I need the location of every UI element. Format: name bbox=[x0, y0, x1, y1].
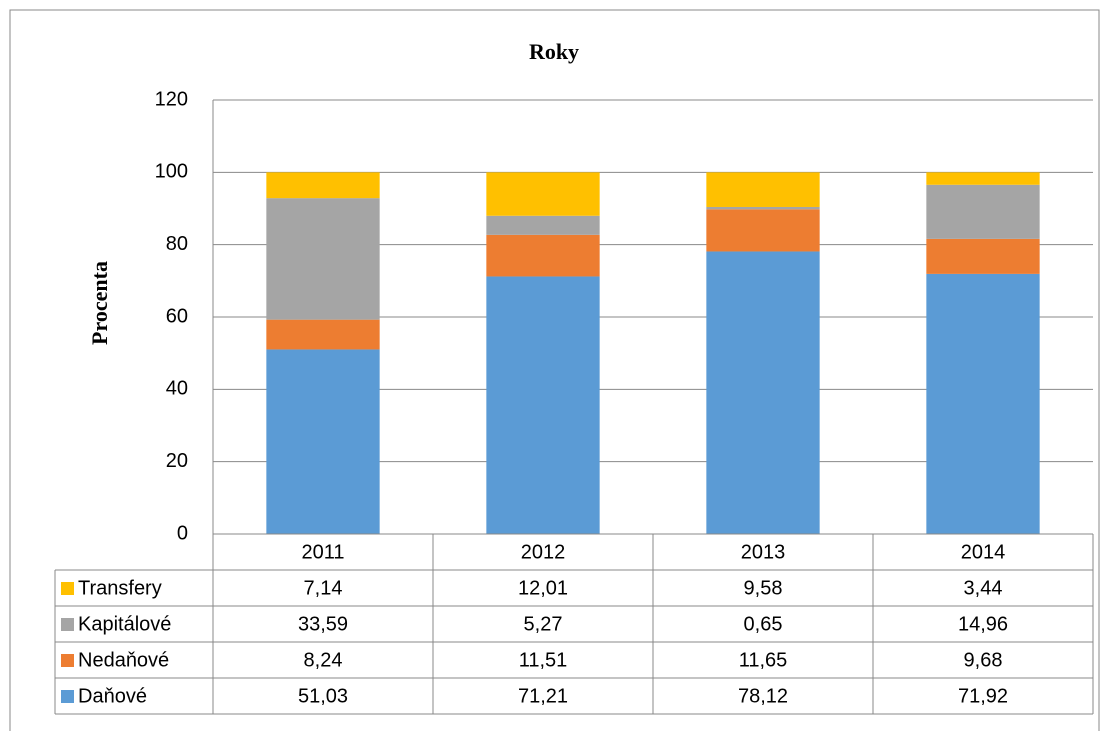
bar-segment bbox=[266, 319, 380, 350]
y-tick-label: 120 bbox=[155, 88, 188, 110]
data-label: 8,24 bbox=[304, 649, 343, 671]
y-tick-label: 20 bbox=[166, 450, 188, 472]
y-tick-label: 100 bbox=[155, 161, 188, 183]
y-tick-label: 60 bbox=[166, 305, 188, 327]
bar-segment bbox=[486, 276, 600, 534]
bar-segment bbox=[706, 209, 820, 252]
bar-segment bbox=[706, 206, 820, 210]
legend-swatch bbox=[61, 582, 74, 595]
bar-segment bbox=[926, 172, 1040, 185]
bar-segment bbox=[926, 273, 1040, 534]
bar-segment bbox=[266, 349, 380, 534]
bar-segment bbox=[926, 238, 1040, 274]
data-label: 11,65 bbox=[739, 649, 788, 671]
y-axis-label: Procenta bbox=[87, 261, 112, 345]
data-label: 14,96 bbox=[958, 613, 1008, 635]
x-tick-label: 2013 bbox=[741, 541, 786, 563]
data-label: 71,92 bbox=[958, 685, 1008, 707]
bar-segment bbox=[266, 198, 380, 320]
chart-frame bbox=[9, 9, 1100, 731]
bar-segment bbox=[266, 172, 380, 199]
legend-label: Nedaňové bbox=[78, 649, 169, 671]
legend-swatch bbox=[61, 654, 74, 667]
bar-segment bbox=[706, 172, 820, 207]
legend-swatch bbox=[61, 618, 74, 631]
bar-segment bbox=[486, 172, 600, 216]
data-label: 9,68 bbox=[964, 649, 1003, 671]
legend-label: Kapitálové bbox=[78, 613, 171, 635]
data-label: 71,21 bbox=[518, 685, 568, 707]
bar-segment bbox=[706, 251, 820, 534]
data-label: 12,01 bbox=[518, 577, 568, 599]
y-tick-label: 0 bbox=[177, 522, 188, 544]
data-label: 7,14 bbox=[304, 577, 343, 599]
x-tick-label: 2011 bbox=[301, 541, 344, 563]
bar-segment bbox=[486, 234, 600, 277]
x-tick-label: 2012 bbox=[521, 541, 566, 563]
data-label: 5,27 bbox=[524, 613, 563, 635]
data-label: 9,58 bbox=[744, 577, 783, 599]
x-tick-label: 2014 bbox=[961, 541, 1006, 563]
legend-label: Transfery bbox=[78, 577, 162, 599]
bar-segment bbox=[486, 215, 600, 235]
y-tick-label: 40 bbox=[166, 378, 188, 400]
data-label: 0,65 bbox=[744, 613, 783, 635]
bar-segment bbox=[926, 184, 1040, 239]
data-label: 33,59 bbox=[298, 613, 348, 635]
data-label: 78,12 bbox=[738, 685, 788, 707]
legend-label: Daňové bbox=[78, 685, 147, 707]
y-tick-label: 80 bbox=[166, 233, 188, 255]
data-label: 3,44 bbox=[964, 577, 1003, 599]
chart-title: Roky bbox=[529, 39, 579, 64]
data-label: 11,51 bbox=[519, 649, 568, 671]
legend-swatch bbox=[61, 690, 74, 703]
data-label: 51,03 bbox=[298, 685, 348, 707]
